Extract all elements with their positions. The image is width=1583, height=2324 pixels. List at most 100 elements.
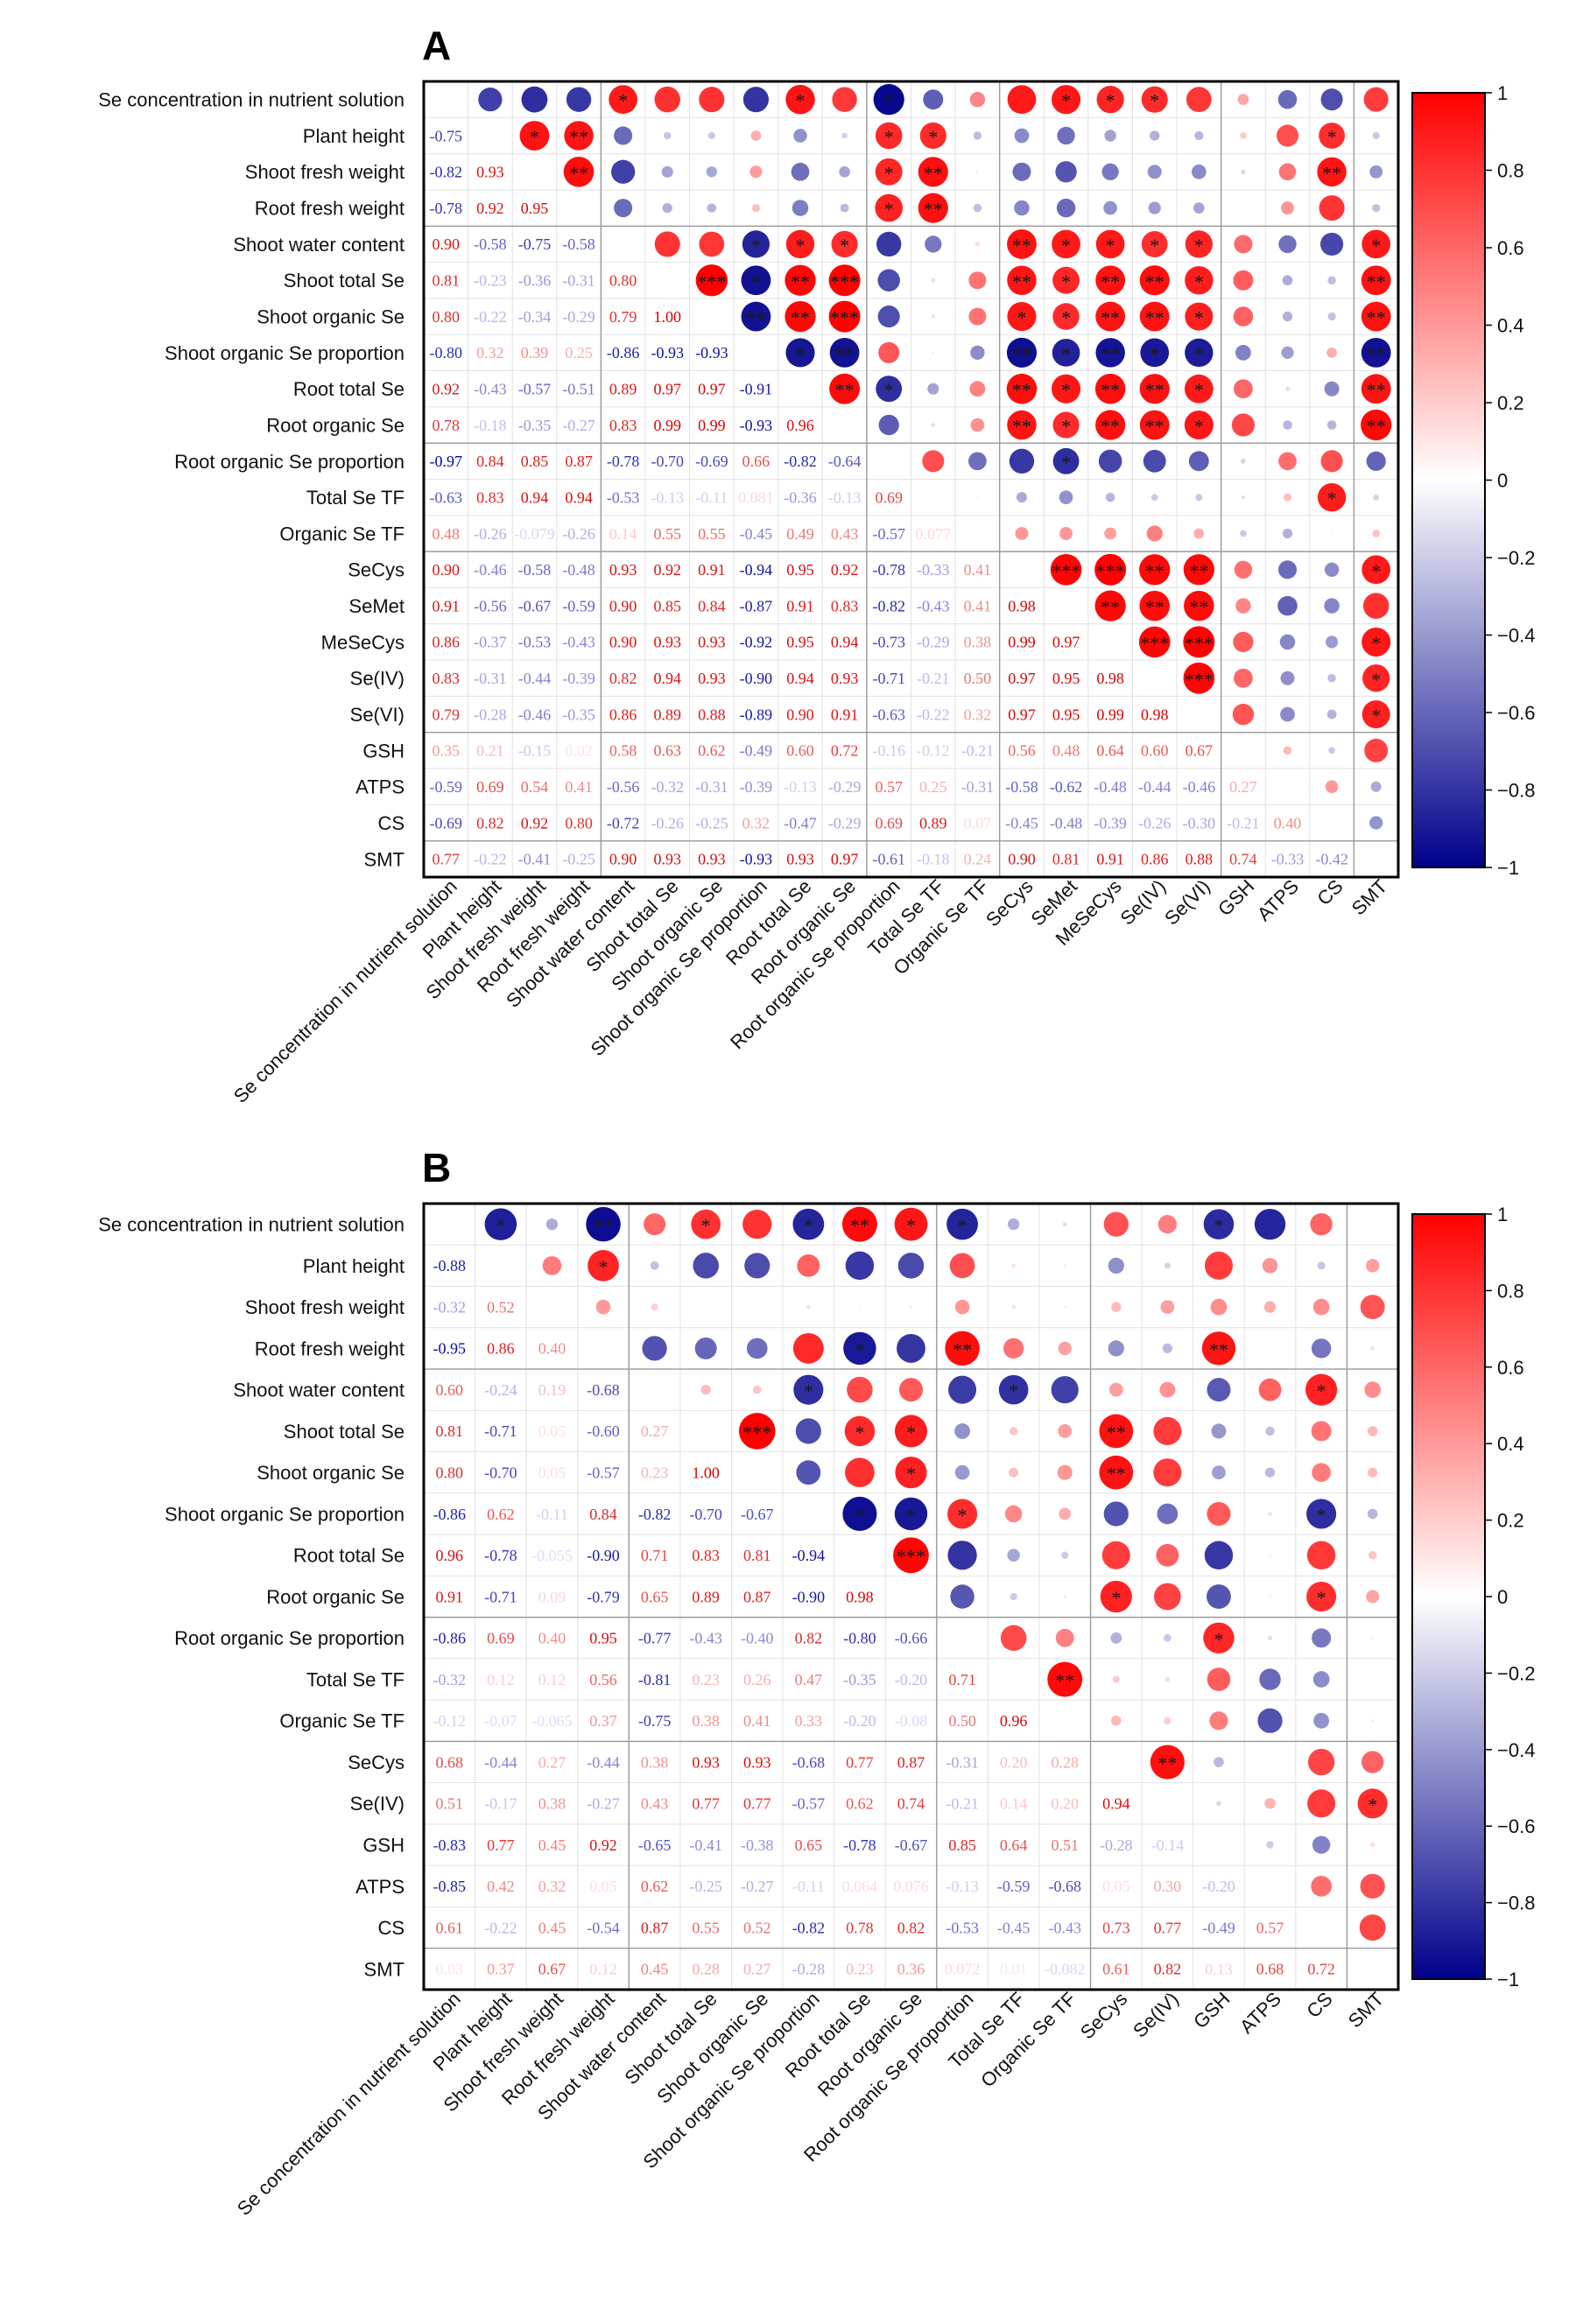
correlation-coefficient-label: 0.98: [1141, 706, 1169, 723]
correlation-circle: [1361, 337, 1391, 368]
correlation-circle: [932, 351, 935, 355]
colorbar-tick-label: 1: [1497, 1204, 1508, 1225]
row-label: Root organic Se: [266, 414, 405, 436]
correlation-coefficient-label: 0.85: [948, 1836, 976, 1854]
correlation-circle: [1319, 195, 1345, 221]
correlation-circle: [797, 1254, 820, 1277]
correlation-circle: [1150, 494, 1158, 501]
correlation-coefficient-label: 0.37: [487, 1961, 515, 1978]
correlation-circle: [1104, 130, 1116, 142]
correlation-coefficient-label: 0.61: [436, 1919, 464, 1936]
significance-marker: **: [1367, 270, 1386, 292]
correlation-circle: [1368, 1550, 1377, 1560]
colorbar-tick-label: −0.6: [1497, 1815, 1535, 1837]
significance-marker: *: [796, 343, 806, 365]
correlation-circle: [1372, 204, 1381, 213]
row-label: GSH: [362, 740, 405, 762]
significance-marker: *: [751, 235, 761, 256]
correlation-coefficient-label: 0.30: [1154, 1878, 1182, 1895]
correlation-coefficient-label: 0.62: [698, 742, 726, 760]
correlation-coefficient-label: 0.86: [433, 634, 461, 651]
correlation-circle: [876, 376, 903, 403]
correlation-circle: [1361, 627, 1391, 656]
correlation-coefficient-label: -0.31: [946, 1753, 979, 1771]
correlation-circle: [614, 126, 633, 145]
correlation-coefficient-label: 0.90: [433, 561, 461, 579]
correlation-circle: [1282, 275, 1293, 286]
correlation-coefficient-label: -0.055: [531, 1547, 573, 1564]
correlation-circle: [478, 88, 503, 112]
significance-marker: **: [1189, 596, 1208, 618]
correlation-coefficient-label: 0.93: [698, 851, 726, 868]
row-label: SeMet: [348, 595, 405, 617]
correlation-circle: [1327, 674, 1336, 683]
significance-marker: *: [796, 90, 806, 112]
correlation-coefficient-label: 0.96: [1000, 1712, 1028, 1730]
correlation-circle: [1185, 266, 1214, 295]
significance-marker: **: [594, 1215, 613, 1237]
correlation-circle: [1000, 1625, 1027, 1652]
correlation-circle: [844, 1415, 876, 1447]
correlation-coefficient-label: 0.82: [897, 1919, 925, 1936]
correlation-circle: [1360, 1295, 1385, 1320]
correlation-coefficient-label: -0.48: [1050, 814, 1083, 832]
correlation-circle: [1280, 706, 1295, 722]
significance-marker: *: [1061, 416, 1071, 438]
significance-marker: **: [1101, 596, 1120, 618]
correlation-coefficient-label: 0.77: [743, 1795, 771, 1813]
correlation-coefficient-label: 0.84: [698, 597, 726, 614]
correlation-circle: [1264, 1467, 1276, 1478]
correlation-coefficient-label: -0.86: [433, 1506, 467, 1523]
correlation-coefficient-label: 0.94: [831, 634, 859, 651]
correlation-coefficient-label: 0.41: [964, 597, 992, 614]
correlation-circle: [969, 381, 986, 397]
correlation-circle: [1201, 1331, 1236, 1366]
correlation-coefficient-label: 0.91: [698, 561, 726, 579]
correlation-circle: [1278, 163, 1297, 181]
correlation-circle: [1140, 338, 1170, 368]
correlation-coefficient-label: -0.37: [474, 634, 507, 651]
correlation-circle: [845, 1251, 875, 1281]
correlation-circle: [1095, 265, 1126, 296]
correlation-circle: [1317, 482, 1347, 512]
correlation-circle: [847, 1376, 873, 1403]
correlation-circle: [970, 345, 985, 361]
correlation-coefficient-label: -0.31: [562, 272, 595, 290]
correlation-circle: [1283, 420, 1292, 430]
correlation-circle: [1009, 448, 1035, 474]
correlation-coefficient-label: 0.41: [565, 778, 593, 796]
correlation-circle: [1188, 451, 1209, 472]
row-label: Shoot fresh weight: [245, 161, 405, 183]
significance-marker: *: [530, 126, 539, 148]
correlation-circle: [969, 91, 986, 108]
significance-marker: **: [1012, 379, 1031, 401]
correlation-circle: [1361, 229, 1391, 259]
correlation-coefficient-label: 0.37: [589, 1712, 617, 1730]
correlation-circle: [878, 414, 899, 436]
correlation-circle: [842, 1496, 877, 1532]
correlation-circle: [1361, 374, 1391, 404]
correlation-circle: [1006, 337, 1038, 368]
correlation-coefficient-label: 0.82: [609, 670, 637, 687]
correlation-circle: [1373, 494, 1379, 501]
correlation-coefficient-label: -0.20: [895, 1671, 928, 1689]
correlation-circle: [1281, 201, 1294, 215]
correlation-coefficient-label: -0.68: [1048, 1878, 1081, 1895]
correlation-circle: [1052, 229, 1080, 259]
correlation-coefficient-label: 0.61: [1102, 1961, 1130, 1978]
correlation-coefficient-label: 0.85: [654, 597, 682, 614]
correlation-coefficient-label: 0.93: [698, 634, 726, 651]
correlation-circle: [1319, 123, 1346, 149]
row-label: Root organic Se: [266, 1586, 405, 1608]
correlation-coefficient-label: 0.48: [1052, 742, 1080, 760]
correlation-coefficient-label: 0.97: [1008, 706, 1036, 723]
correlation-coefficient-label: 0.33: [795, 1712, 823, 1730]
column-label: SeCys: [981, 875, 1037, 930]
correlation-coefficient-label: -0.28: [474, 706, 507, 723]
correlation-coefficient-label: 0.74: [1229, 851, 1257, 868]
correlation-circle: [1150, 130, 1160, 141]
correlation-circle: [1254, 1208, 1286, 1240]
correlation-coefficient-label: -0.39: [1094, 814, 1127, 832]
correlation-coefficient-label: 0.32: [964, 706, 992, 723]
correlation-coefficient-label: 0.65: [641, 1588, 669, 1605]
